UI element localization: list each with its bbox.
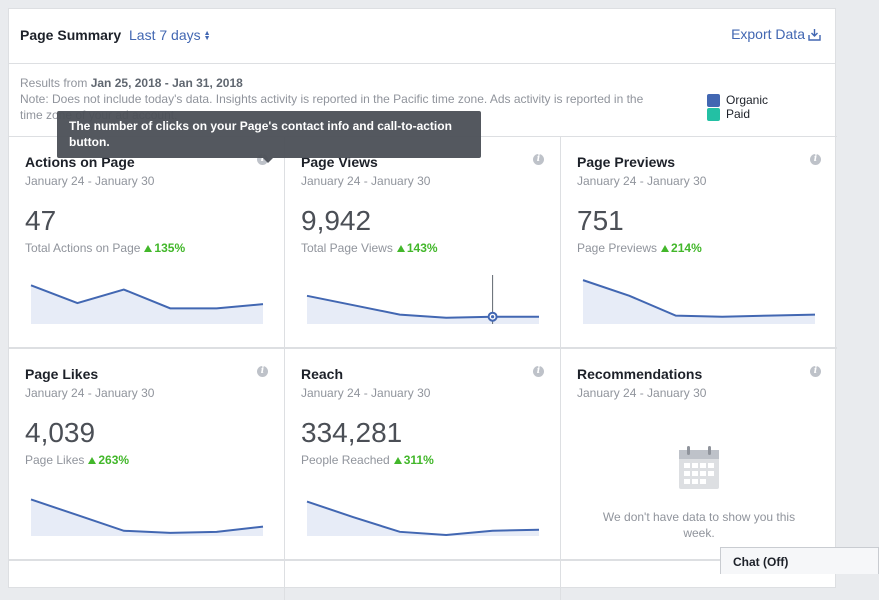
- date-range-label: Last 7 days: [129, 27, 201, 43]
- card-value: 751: [577, 205, 624, 236]
- sort-arrows-icon: ▲ ▼: [203, 30, 211, 43]
- card-title: Page Likes: [25, 366, 99, 382]
- card-date: January 24 - January 30: [577, 386, 707, 400]
- sparkline-chart: [306, 275, 539, 324]
- chat-bar[interactable]: Chat (Off): [720, 547, 879, 574]
- sparkline-chart: [30, 284, 264, 324]
- card-value: 334,281: [301, 417, 403, 448]
- card-recommendations[interactable]: Recommendations i January 24 - January 3…: [561, 348, 837, 560]
- results-prefix: Results from: [20, 76, 88, 90]
- card-change: 263%: [98, 453, 130, 467]
- card-subtitle: Page Likes 263%: [25, 453, 129, 467]
- page-summary-panel: Page Summary Last 7 days ▲ ▼ Export Data R…: [8, 8, 837, 600]
- trend-up-icon: [393, 457, 402, 464]
- sparkline-area: [307, 501, 539, 536]
- card-change: 135%: [154, 241, 186, 255]
- legend: Organic Paid: [707, 93, 835, 121]
- card-subtitle: People Reached 311%: [301, 453, 434, 467]
- card-page-likes[interactable]: Page Likes i January 24 - January 30 4,0…: [9, 348, 285, 560]
- sparkline-line: [30, 498, 264, 534]
- organic-swatch: [707, 94, 720, 107]
- trend-up-icon: [661, 245, 670, 252]
- hover-point-center: [491, 315, 495, 319]
- card-change: 214%: [671, 241, 702, 255]
- info-tooltip: The number of clicks on your Page's cont…: [57, 111, 481, 163]
- sparkline-chart: [582, 279, 816, 324]
- sparkline-line: [30, 284, 264, 310]
- card-sub-label: Total Page Views: [301, 241, 393, 255]
- card-page-previews[interactable]: Page Previews i January 24 - January 30 …: [561, 136, 837, 348]
- card-subtitle: Total Actions on Page 135%: [25, 241, 185, 255]
- sparkline-area: [583, 280, 815, 324]
- info-icon[interactable]: i: [533, 154, 544, 165]
- trend-up-icon: [396, 245, 405, 252]
- paid-swatch: [707, 108, 720, 121]
- card-reach[interactable]: Reach i January 24 - January 30 334,281 …: [285, 348, 561, 560]
- card-value: 9,942: [301, 205, 372, 236]
- card-subtitle: Page Previews 214%: [577, 241, 702, 255]
- legend-organic: Organic: [707, 93, 768, 107]
- card-date: January 24 - January 30: [25, 174, 155, 188]
- card-change: 311%: [403, 453, 434, 467]
- note-line-2: Note: Does not include today's data. Ins…: [20, 92, 644, 106]
- card-row3-left: [9, 560, 285, 600]
- card-row3-right: [561, 560, 837, 600]
- card-row3-middle: [285, 560, 561, 600]
- card-date: January 24 - January 30: [577, 174, 707, 188]
- legend-organic-label: Organic: [726, 93, 769, 107]
- sparkline-area: [31, 285, 263, 324]
- info-icon[interactable]: i: [533, 366, 544, 377]
- legend-paid: Paid: [707, 107, 750, 121]
- info-icon[interactable]: i: [810, 366, 821, 377]
- info-icon[interactable]: i: [810, 154, 821, 165]
- sparkline-area: [31, 499, 263, 536]
- card-value: 4,039: [25, 417, 96, 448]
- trend-up-icon: [144, 245, 153, 252]
- sparkline-chart: [30, 498, 264, 536]
- card-sub-label: Page Likes: [25, 453, 85, 467]
- card-page-views[interactable]: Page Views i January 24 - January 30 9,9…: [285, 136, 561, 348]
- card-title: Actions on Page: [25, 154, 135, 170]
- card-sub-label: Total Actions on Page: [25, 241, 141, 255]
- card-value: 47: [25, 205, 57, 236]
- card-sub-label: Page Previews: [577, 241, 658, 255]
- card-title: Reach: [301, 366, 344, 382]
- sparkline-line: [306, 294, 539, 319]
- sparkline-line: [582, 279, 816, 318]
- trend-up-icon: [88, 457, 97, 464]
- calendar-icon: [679, 446, 719, 489]
- card-sub-label: People Reached: [301, 453, 390, 467]
- card-date: January 24 - January 30: [25, 386, 155, 400]
- date-range-dropdown[interactable]: Last 7 days ▲ ▼: [129, 27, 211, 43]
- download-icon: [808, 29, 821, 41]
- card-title: Recommendations: [577, 366, 703, 382]
- export-data-label: Export Data: [731, 26, 805, 42]
- legend-paid-label: Paid: [726, 107, 751, 121]
- card-date: January 24 - January 30: [301, 386, 431, 400]
- card-subtitle: Total Page Views 143%: [301, 241, 438, 255]
- export-data-button[interactable]: Export Data: [731, 26, 821, 42]
- info-icon[interactable]: i: [257, 366, 268, 377]
- summary-header: Page Summary Last 7 days ▲ ▼ Export Data: [9, 9, 835, 64]
- empty-state-text: We don't have data to show you this week…: [602, 510, 796, 540]
- card-title: Page Previews: [577, 154, 676, 170]
- results-range: Jan 25, 2018 - Jan 31, 2018: [90, 76, 243, 90]
- sparkline-area: [307, 295, 539, 324]
- card-change: 143%: [406, 241, 438, 255]
- page-title: Page Summary: [20, 27, 122, 43]
- sparkline-line: [306, 500, 540, 536]
- card-date: January 24 - January 30: [301, 174, 431, 188]
- sparkline-chart: [306, 500, 540, 536]
- info-icon[interactable]: i: [257, 154, 268, 165]
- card-actions-on-page[interactable]: Actions on Page i January 24 - January 3…: [9, 136, 285, 348]
- card-title: Page Views: [301, 154, 378, 170]
